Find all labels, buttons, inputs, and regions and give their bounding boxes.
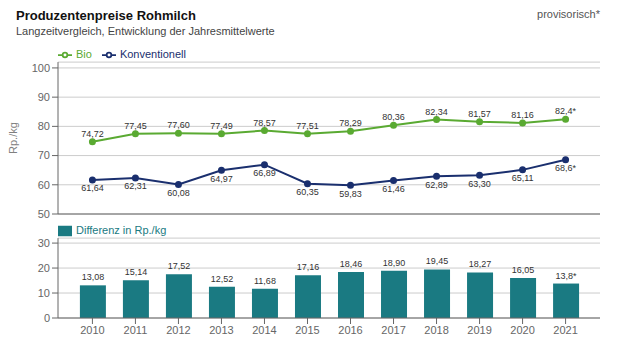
svg-text:2013: 2013 (209, 324, 233, 336)
svg-text:77,51: 77,51 (296, 121, 319, 131)
svg-text:2020: 2020 (510, 324, 534, 336)
html-text:Differenz in Rp./kg: Differenz in Rp./kg (76, 224, 167, 236)
svg-text:60: 60 (38, 179, 50, 191)
svg-text:18,27: 18,27 (469, 259, 492, 269)
svg-text:2014: 2014 (252, 324, 276, 336)
html-text:Langzeitvergleich, Entwicklung: Langzeitvergleich, Entwicklung der Jahre… (16, 25, 275, 37)
svg-text:2010: 2010 (80, 324, 104, 336)
svg-text:0: 0 (44, 312, 50, 324)
svg-text:12,52: 12,52 (211, 274, 234, 284)
svg-text:65,11: 65,11 (512, 173, 534, 183)
svg-text:20: 20 (38, 262, 50, 274)
svg-text:78,29: 78,29 (339, 118, 362, 128)
svg-text:63,30: 63,30 (468, 179, 491, 189)
svg-text:10: 10 (38, 287, 50, 299)
svg-text:50: 50 (38, 208, 50, 220)
svg-text:77,49: 77,49 (210, 121, 233, 131)
svg-text:18,90: 18,90 (383, 258, 406, 268)
svg-text:74,72: 74,72 (81, 129, 104, 139)
svg-text:2019: 2019 (467, 324, 491, 336)
svg-text:61,64: 61,64 (81, 183, 104, 193)
svg-text:11,68: 11,68 (254, 276, 276, 286)
svg-text:90: 90 (38, 91, 50, 103)
svg-text:2021: 2021 (553, 324, 577, 336)
svg-text:77,45: 77,45 (124, 121, 147, 131)
svg-text:64,97: 64,97 (210, 174, 233, 184)
svg-text:60,08: 60,08 (167, 188, 190, 198)
svg-text:13,8*: 13,8* (556, 271, 578, 281)
svg-text:30: 30 (38, 237, 50, 249)
html-text:Produzentenpreise Rohmilch: Produzentenpreise Rohmilch (16, 8, 196, 23)
svg-text:78,57: 78,57 (253, 118, 276, 128)
svg-text:59,83: 59,83 (339, 189, 362, 199)
svg-text:82,34: 82,34 (425, 107, 448, 117)
svg-text:2017: 2017 (381, 324, 405, 336)
svg-text:60,35: 60,35 (296, 187, 319, 197)
svg-text:80,36: 80,36 (382, 112, 405, 122)
svg-text:80: 80 (38, 120, 50, 132)
svg-text:61,46: 61,46 (382, 184, 405, 194)
svg-text:62,31: 62,31 (124, 181, 147, 191)
svg-text:2015: 2015 (295, 324, 319, 336)
svg-text:66,89: 66,89 (253, 168, 276, 178)
html-text:provisorisch*: provisorisch* (537, 8, 600, 20)
html-text:Bio: Bio (76, 48, 92, 60)
svg-text:17,52: 17,52 (168, 261, 191, 271)
svg-text:16,05: 16,05 (512, 265, 535, 275)
svg-text:70: 70 (38, 149, 50, 161)
svg-text:17,16: 17,16 (297, 262, 320, 272)
svg-text:18,46: 18,46 (340, 259, 363, 269)
svg-text:77,60: 77,60 (167, 120, 190, 130)
svg-text:62,89: 62,89 (425, 180, 448, 190)
svg-text:100: 100 (32, 62, 50, 74)
svg-text:19,45: 19,45 (426, 256, 449, 266)
svg-text:15,14: 15,14 (125, 267, 148, 277)
svg-text:2018: 2018 (424, 324, 448, 336)
svg-text:81,57: 81,57 (468, 109, 491, 119)
svg-text:2011: 2011 (124, 324, 148, 336)
svg-text:2016: 2016 (338, 324, 362, 336)
svg-text:Rp./kg: Rp./kg (8, 122, 19, 154)
html-text:Konventionell: Konventionell (119, 48, 186, 60)
svg-text:2012: 2012 (166, 324, 190, 336)
svg-text:13,08: 13,08 (82, 272, 105, 282)
svg-text:68,6*: 68,6* (555, 163, 577, 173)
svg-text:82,4*: 82,4* (555, 106, 577, 116)
svg-text:81,16: 81,16 (511, 110, 534, 120)
